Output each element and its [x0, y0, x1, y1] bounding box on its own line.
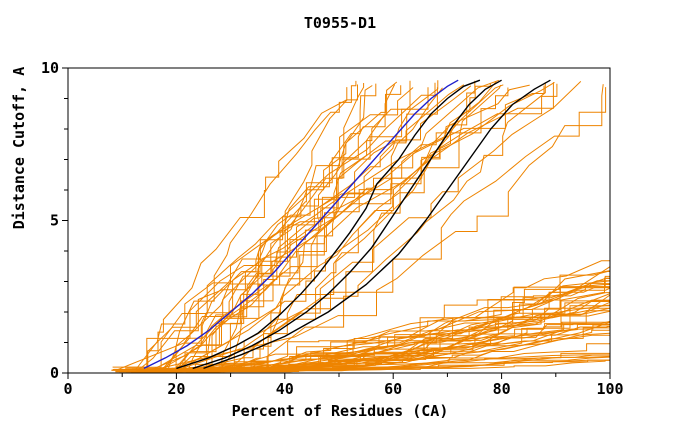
model-curve-orange	[222, 324, 610, 370]
model-curve-orange	[231, 81, 582, 369]
model-curve-orange	[115, 275, 610, 373]
y-tick-label: 5	[50, 212, 59, 230]
model-curve-orange	[160, 84, 396, 372]
highlight-model-black-3	[203, 79, 551, 370]
model-curve-orange	[209, 343, 610, 372]
model-curve-orange	[153, 280, 611, 371]
model-curve-orange	[221, 82, 546, 369]
highlight-model-black-2	[192, 79, 502, 370]
model-curve-orange	[209, 280, 610, 372]
model-curve-orange	[167, 80, 357, 369]
model-curve-orange	[178, 277, 610, 370]
model-curve-orange	[111, 87, 414, 371]
model-curve-orange	[224, 87, 348, 369]
model-curve-orange	[219, 85, 402, 371]
chart-title: T0955-D1	[303, 14, 377, 32]
model-curve-orange	[153, 87, 438, 370]
x-tick-label: 40	[276, 380, 294, 398]
model-curve-orange	[180, 307, 610, 370]
model-curve-orange	[205, 87, 429, 369]
model-curve-orange	[219, 80, 497, 370]
x-tick-label: 80	[493, 380, 511, 398]
model-curve-orange	[173, 82, 554, 371]
model-curve-orange	[234, 287, 610, 370]
x-axis-label: Percent of Residues (CA)	[231, 402, 449, 420]
model-curve-orange	[136, 332, 611, 372]
model-curve-orange	[112, 85, 472, 368]
y-axis-label: Distance Cutoff, A	[10, 66, 28, 230]
x-tick-label: 60	[384, 380, 402, 398]
model-curve-orange	[169, 84, 504, 371]
model-curve-orange	[127, 82, 436, 368]
model-curve-orange	[118, 83, 377, 370]
model-curve-orange	[182, 83, 491, 369]
model-curve-orange	[196, 80, 476, 369]
x-tick-label: 20	[167, 380, 185, 398]
x-tick-label: 0	[63, 380, 72, 398]
y-tick-label: 10	[41, 59, 59, 77]
model-curve-orange	[163, 84, 530, 370]
y-tick-label: 0	[50, 364, 59, 382]
x-tick-label: 100	[596, 380, 623, 398]
model-curve-orange	[125, 87, 607, 369]
highlight-model-black-1	[176, 79, 481, 370]
model-curve-orange	[162, 79, 500, 369]
model-curve-orange	[203, 81, 398, 369]
model-curve-orange	[228, 83, 365, 370]
model-curve-orange	[155, 84, 604, 370]
reference-model-blue	[143, 79, 459, 370]
model-curve-orange	[182, 87, 509, 371]
